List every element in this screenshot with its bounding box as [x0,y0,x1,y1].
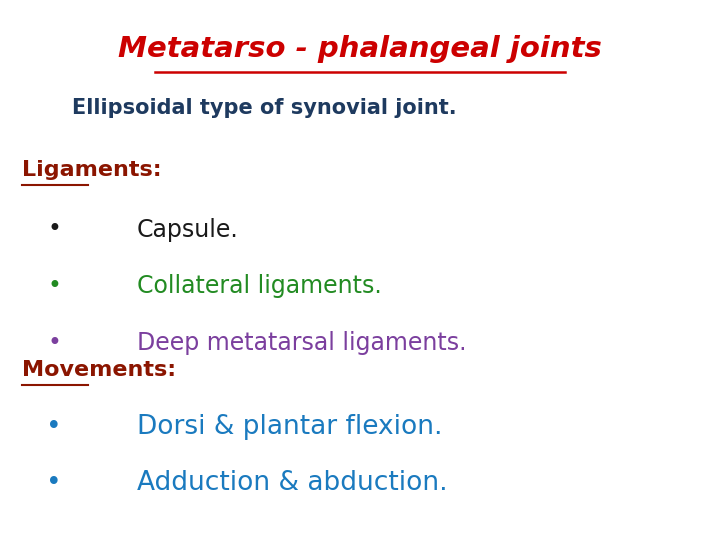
Text: Dorsi & plantar flexion.: Dorsi & plantar flexion. [137,414,442,440]
Text: •: • [46,470,62,496]
Text: Collateral ligaments.: Collateral ligaments. [137,274,382,298]
Text: Metatarso - phalangeal joints: Metatarso - phalangeal joints [118,35,602,63]
Text: •: • [46,414,62,440]
Text: Capsule.: Capsule. [137,218,238,241]
Text: •: • [47,274,61,298]
Text: •: • [47,331,61,355]
Text: •: • [47,218,61,241]
Text: Adduction & abduction.: Adduction & abduction. [137,470,447,496]
Text: Deep metatarsal ligaments.: Deep metatarsal ligaments. [137,331,467,355]
Text: Movements:: Movements: [22,360,176,380]
Text: Ligaments:: Ligaments: [22,160,161,180]
Text: Ellipsoidal type of synovial joint.: Ellipsoidal type of synovial joint. [72,98,456,118]
